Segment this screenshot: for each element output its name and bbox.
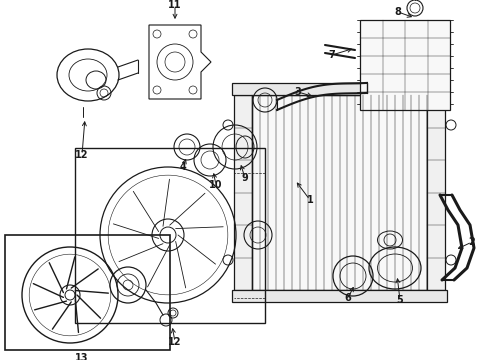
Text: 3: 3 [294,87,301,97]
Bar [232,290,447,302]
Text: 1: 1 [307,195,314,205]
Bar [232,83,447,95]
Text: 13: 13 [75,353,89,360]
Text: 12: 12 [168,337,182,347]
Text: 10: 10 [209,180,223,190]
Text: 7: 7 [329,50,335,60]
Bar [5,235,170,350]
Bar [234,95,252,290]
Bar [360,20,450,110]
Bar [75,148,265,323]
Text: 9: 9 [242,173,248,183]
Text: 11: 11 [168,0,182,10]
Text: 5: 5 [396,295,403,305]
Bar [427,95,445,290]
Text: 6: 6 [344,293,351,303]
Text: 12: 12 [75,150,89,160]
Bar [252,95,427,290]
Text: 2: 2 [468,237,475,247]
Text: 4: 4 [180,162,186,172]
Text: 8: 8 [394,7,401,17]
